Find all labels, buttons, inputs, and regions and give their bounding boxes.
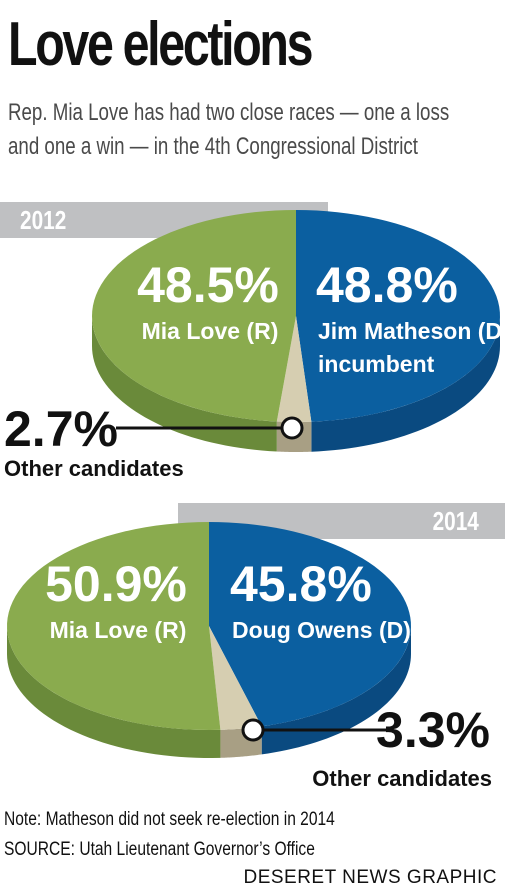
pie-slice-doug-owens-d (209, 522, 411, 727)
pie-side-jim-matheson-d-incumbent (311, 316, 500, 452)
opp-pct-2014: 45.8% (230, 556, 372, 612)
other-pct-2012: 2.7% (4, 401, 118, 457)
love-name-2014: Mia Love (R) (50, 617, 187, 643)
pie-side-doug-owens-d (261, 626, 411, 755)
pie-slice-mia-love-r (7, 522, 221, 730)
leader-dot-2014 (241, 718, 265, 742)
pie-2012 (92, 210, 500, 452)
love-name-2012: Mia Love (R) (142, 318, 279, 344)
opp-name-2014: Doug Owens (D) (232, 617, 411, 643)
love-pct-2014: 50.9% (45, 556, 187, 612)
other-pct-2014: 3.3% (376, 702, 490, 758)
pie-slice-jim-matheson-d-incumbent (296, 210, 500, 422)
love-pct-2012: 48.5% (137, 257, 279, 313)
pie-2014 (7, 522, 411, 758)
labels-2012: 48.5% Mia Love (R) 48.8% Jim Matheson (D… (4, 257, 505, 481)
source: SOURCE: Utah Lieutenant Governor’s Offic… (4, 839, 315, 860)
pie-slice-other-candidates (276, 316, 312, 422)
pie-slice-other-candidates (209, 626, 262, 730)
opp-pct-2012: 48.8% (316, 257, 458, 313)
page-title: Love elections (8, 10, 314, 79)
other-label-2014: Other candidates (312, 766, 492, 791)
pie-side-mia-love-r (92, 316, 277, 452)
other-label-2012: Other candidates (4, 456, 184, 481)
subtitle: Rep. Mia Love has had two close races — … (8, 99, 450, 160)
leader-dot-2012 (280, 416, 304, 440)
pie-side-mia-love-r (7, 626, 221, 758)
note: Note: Matheson did not seek re-election … (4, 809, 335, 830)
pie-slice-mia-love-r (92, 210, 296, 422)
opp-name-2012-line2: incumbent (318, 351, 435, 377)
opp-name-2012-line1: Jim Matheson (D), (318, 318, 505, 344)
credit: DESERET NEWS GRAPHIC (243, 867, 497, 888)
labels-2014: 50.9% Mia Love (R) 45.8% Doug Owens (D) … (45, 556, 492, 791)
